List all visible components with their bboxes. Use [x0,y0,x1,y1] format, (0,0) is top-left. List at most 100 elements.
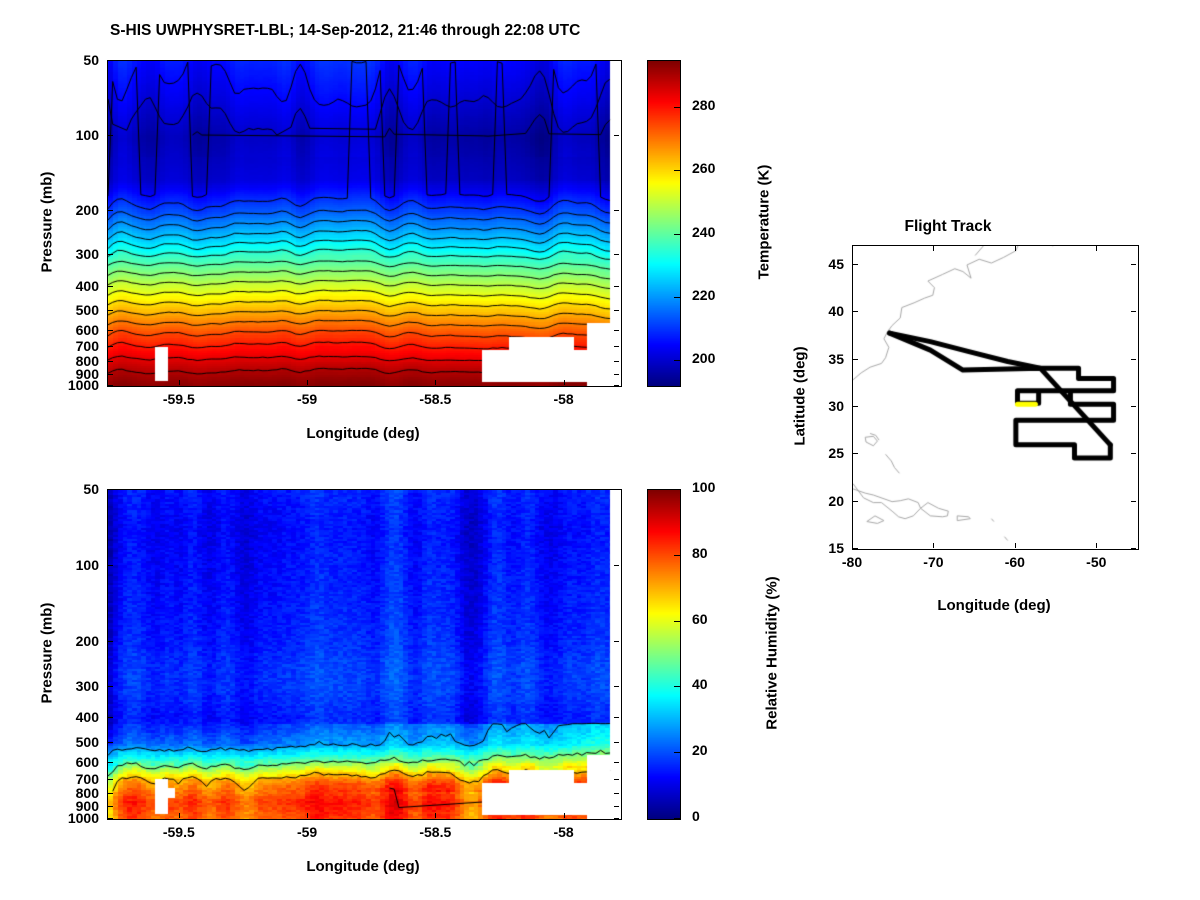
axis-tick-mark [108,793,113,794]
axis-tick-label: -80 [841,554,863,570]
axis-tick-mark [179,380,180,385]
axis-tick-mark [1131,501,1136,502]
temperature-heatmap [108,61,621,386]
humidity-plot-box [107,489,622,820]
axis-tick-label: 500 [75,301,99,318]
axis-tick-mark [614,60,619,61]
temperature-colorbar-label: Temperature (K) [755,164,773,280]
axis-tick-mark [1131,453,1136,454]
flight-track-y-axis-label: Latitude (deg) [791,346,809,446]
axis-tick-label: -70 [923,554,944,570]
axis-tick-label: 100 [75,557,99,574]
axis-tick-mark [853,406,858,407]
axis-tick-label: 100 [75,127,99,144]
axis-tick-label: 80 [692,544,708,561]
flight-track-x-axis-label: Longitude (deg) [937,597,1051,614]
figure-title: S-HIS UWPHYSRET-LBL; 14-Sep-2012, 21:46 … [110,22,581,39]
axis-tick-mark [108,346,113,347]
axis-tick-label: -59.5 [162,824,195,840]
axis-tick-label: 25 [828,445,844,462]
axis-tick-mark [1096,543,1097,548]
axis-tick-mark [108,686,113,687]
flight-track-plot-box [852,245,1139,550]
colorbar-tick-mark [674,234,680,235]
axis-tick-mark [1131,406,1136,407]
axis-tick-mark [108,489,113,490]
axis-tick-mark [853,311,858,312]
axis-tick-mark [614,286,619,287]
axis-tick-mark [108,742,113,743]
axis-tick-label: 100 [692,479,716,495]
axis-tick-label: -58 [553,391,574,407]
axis-tick-label: 300 [75,246,99,263]
axis-tick-label: -59 [296,391,318,407]
axis-tick-mark [435,813,436,818]
axis-tick-mark [614,310,619,311]
axis-tick-label: 15 [828,540,844,556]
axis-tick-mark [614,793,619,794]
axis-tick-mark [564,813,565,818]
axis-tick-mark [614,330,619,331]
axis-tick-label: 600 [75,753,99,770]
axis-tick-label: -58.5 [419,824,452,840]
axis-tick-mark [108,286,113,287]
axis-tick-mark [614,254,619,255]
axis-tick-mark [614,762,619,763]
temperature-colorbar [647,60,681,387]
axis-tick-label: 50 [83,481,99,497]
axis-tick-label: 900 [75,798,99,815]
axis-tick-mark [435,380,436,385]
axis-tick-mark [853,501,858,502]
axis-tick-label: -58 [553,824,574,840]
axis-tick-label: 260 [692,160,716,177]
axis-tick-label: -59.5 [162,391,195,407]
axis-tick-mark [108,385,113,386]
colorbar-tick-mark [674,752,680,753]
axis-tick-label: 20 [692,742,708,759]
colorbar-tick-mark [674,555,680,556]
axis-tick-mark [108,641,113,642]
humidity-x-axis-label: Longitude (deg) [306,858,420,875]
axis-tick-mark [614,779,619,780]
colorbar-tick-mark [674,621,680,622]
axis-tick-label: 900 [75,365,99,382]
axis-tick-label: 200 [75,633,99,650]
axis-tick-mark [1015,543,1016,548]
axis-tick-mark [307,813,308,818]
colorbar-tick-mark [674,489,680,490]
axis-tick-mark [614,135,619,136]
axis-tick-mark [614,641,619,642]
axis-tick-mark [614,385,619,386]
axis-tick-mark [1131,264,1136,265]
temperature-y-axis-label: Pressure (mb) [38,171,56,273]
axis-tick-mark [108,779,113,780]
humidity-y-axis-label: Pressure (mb) [38,602,56,704]
axis-tick-mark [108,210,113,211]
axis-tick-mark [1131,548,1136,549]
axis-tick-label: 0 [692,808,700,824]
axis-tick-mark [853,359,858,360]
humidity-heatmap [108,490,621,819]
axis-tick-label: 1000 [67,810,99,826]
colorbar-tick-mark [674,170,680,171]
axis-tick-label: 45 [828,255,844,272]
axis-tick-mark [108,565,113,566]
axis-tick-mark [614,806,619,807]
axis-tick-mark [108,818,113,819]
axis-tick-label: -60 [1004,554,1025,570]
axis-tick-mark [1015,246,1016,251]
axis-tick-mark [853,453,858,454]
axis-tick-mark [614,210,619,211]
axis-tick-label: 220 [692,286,716,303]
axis-tick-mark [108,806,113,807]
colorbar-tick-mark [674,686,680,687]
axis-tick-mark [179,813,180,818]
axis-tick-label: 50 [83,52,99,68]
axis-tick-label: 700 [75,770,99,787]
axis-tick-mark [307,380,308,385]
axis-tick-mark [614,374,619,375]
axis-tick-mark [108,60,113,61]
axis-tick-mark [614,361,619,362]
axis-tick-mark [852,246,853,251]
axis-tick-label: 400 [75,277,99,294]
